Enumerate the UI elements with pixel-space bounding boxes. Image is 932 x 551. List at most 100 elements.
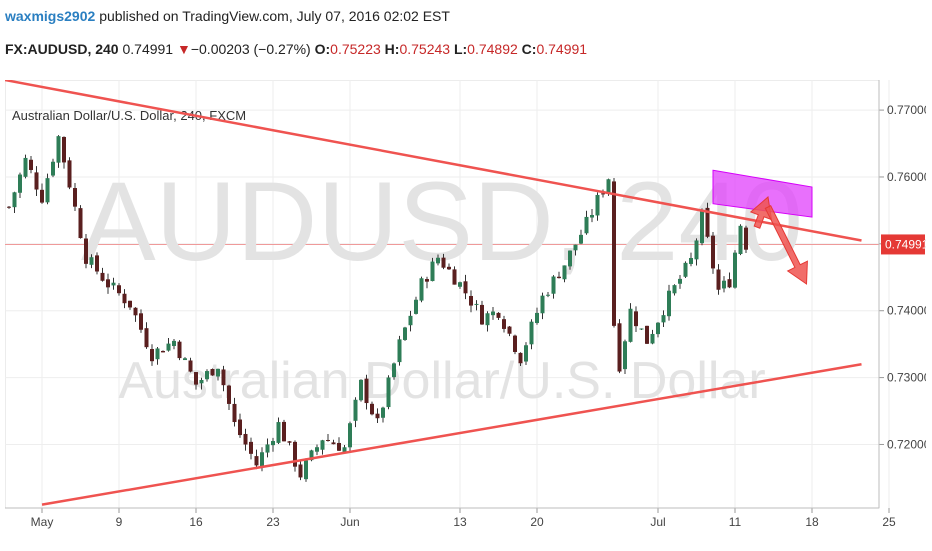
candles [7,135,748,482]
candle-body [128,300,132,308]
candle-body [419,278,424,301]
candle-body [95,255,99,272]
candle-body [425,279,429,282]
candle-body [298,464,303,478]
candle-body [507,326,512,334]
candle-body [716,269,721,290]
candle-body [337,442,341,451]
price-change: −0.00203 (−0.27%) [190,41,311,57]
down-arrow-icon: ▼ [176,41,191,57]
time-axis[interactable]: May 9 16 23 Jun 13 20 Jul 11 18 25 [5,507,896,529]
candle-body [78,208,83,239]
plot-area[interactable] [4,79,880,509]
candle-body [727,279,732,288]
candle-body [711,235,715,269]
candle-body [535,312,539,324]
candle-body [513,335,517,352]
candle-body [62,136,66,163]
candle-body [584,216,589,234]
high-value: 0.75243 [399,41,451,57]
close-value: 0.74991 [536,41,588,57]
price-chart[interactable]: AUDUSD, 240 Australian Dollar/U.S. Dolla… [0,77,931,546]
candle-body [568,250,572,267]
candle-body [496,312,501,318]
candle-body [683,262,688,277]
x-tick-label: May [31,515,54,529]
candle-body [12,192,17,208]
ohlc-legend: FX:AUDUSD, 240 0.74991 ▼−0.00203 (−0.27%… [5,41,587,57]
candle-body [282,421,286,442]
candle-body [441,257,446,268]
candle-body [606,179,611,193]
candle-body [386,377,391,408]
up-arrow-icon [749,196,773,229]
drawings[interactable] [0,77,862,506]
candle-body [463,281,468,294]
candle-body [29,159,33,170]
candle-body [562,265,567,280]
x-tick-label: 20 [530,515,544,529]
chart-panel[interactable]: AUDUSD, 240 Australian Dollar/U.S. Dolla… [0,77,931,546]
candle-body [469,295,473,306]
candle-body [502,319,506,329]
candle-body [243,433,248,445]
candle-body [205,371,209,380]
down-arrow-drawing-icon [764,205,808,285]
candle-body [260,452,264,466]
candle-body [18,174,22,193]
candle-body [249,441,253,454]
candle-body [623,341,627,370]
candle-body [34,172,39,190]
chart-title: Australian Dollar/U.S. Dollar, 240, FXCM [12,108,246,123]
candle-body [375,413,380,419]
candle-body [238,419,242,436]
candle-body [408,315,413,326]
candle-body [271,441,275,446]
price-axis[interactable]: 0.770000.760000.750000.740000.730000.720… [878,80,931,508]
symbol-label[interactable]: FX:AUDUSD, 240 [5,41,119,57]
candle-body [485,313,490,326]
publish-info: waxmigs2902 published on TradingView.com… [5,8,450,24]
candle-body [45,178,50,203]
candle-body [56,136,61,163]
candle-body [326,439,330,441]
candle-body [216,368,220,377]
candle-body [540,295,545,314]
candle-body [227,385,231,404]
candle-body [524,345,528,362]
support-trendline [41,362,862,506]
candle-body [183,358,187,361]
candle-body [661,315,666,323]
candle-body [161,350,165,353]
candle-body [480,304,484,325]
candle-body [364,378,369,404]
candle-body [100,272,105,281]
candle-body [656,322,660,335]
candle-body [139,313,143,330]
candle-body [474,303,479,305]
chart-header: waxmigs2902 published on TradingView.com… [0,0,932,70]
candle-body [199,379,204,384]
close-label: C: [521,41,537,57]
x-tick-label: 16 [189,515,203,529]
candle-body [287,441,292,443]
author-link[interactable]: waxmigs2902 [5,8,96,24]
candle-body [430,261,435,282]
candle-body [414,299,418,314]
high-label: H: [384,41,400,57]
candle-body [265,444,270,453]
candle-body [309,450,314,461]
candle-body [221,369,226,386]
candle-body [122,293,127,304]
x-tick-label: Jun [340,515,359,529]
candle-body [667,290,671,317]
candle-body [381,407,385,418]
candle-body [276,422,281,443]
candle-body [194,372,198,385]
candle-body [738,225,743,254]
candle-body [23,157,28,177]
candle-body [7,206,11,208]
